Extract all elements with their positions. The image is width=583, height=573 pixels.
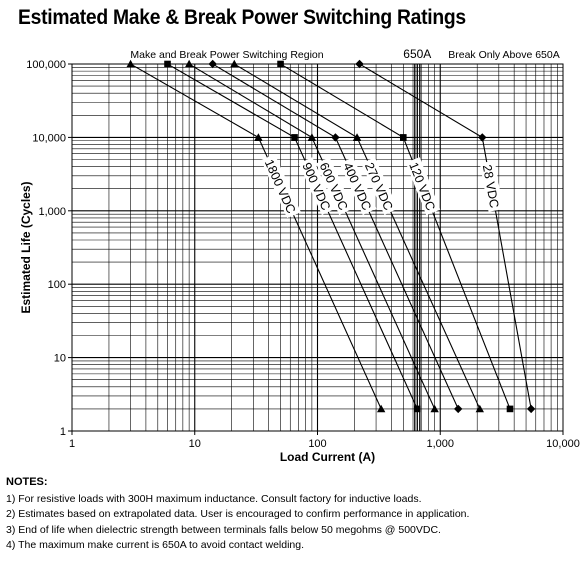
y-tick-label: 100 [48,279,66,291]
x-tick-label: 1,000 [426,438,454,450]
y-tick-label: 10 [54,353,66,365]
data-point-marker [291,134,298,141]
data-point-marker [526,404,536,414]
x-tick-label: 10,000 [546,438,580,450]
region-label: Make and Break Power Switching Region [130,49,323,61]
series-120-vdc: 120 VDC [72,60,514,413]
note-item: 4) The maximum make current is 650A to a… [6,539,305,551]
data-point-marker [478,133,487,142]
series-label-bg [405,157,441,216]
series-label-bg [339,157,377,215]
x-tick-label: 10 [189,438,201,450]
data-point-marker [453,404,463,414]
y-tick-label: 1 [60,426,66,438]
data-point-marker [413,405,421,413]
data-point-marker [254,133,263,141]
data-point-marker [331,133,340,142]
limit-label: 650A [403,47,431,61]
series-1800-vdc: 1800 VDC [72,59,386,413]
y-tick-label: 100,000 [26,59,66,71]
axis-layer [68,63,564,435]
data-point-marker [399,134,407,141]
series-label-bg [361,157,399,215]
break-only-label: Break Only Above 650A [448,49,560,61]
note-item: 1) For resistive loads with 300H maximum… [6,492,422,505]
y-tick-label: 10,000 [32,132,66,144]
data-point-marker [475,404,485,413]
x-axis-label: Load Current (A) [280,450,375,464]
grid-layer [72,64,563,431]
x-tick-label: 100 [308,438,326,450]
series-label: 28 VDC [480,164,502,210]
series-270-vdc: 270 VDC [72,59,485,413]
series-label-group: 120 VDC [405,157,441,216]
series-600-vdc: 600 VDC [72,59,439,413]
series-label-bg [315,157,353,215]
note-item: 2) Estimates based on extrapolated data.… [6,508,470,520]
note-item: 3) End of life when dielectric strength … [6,523,441,536]
series-label-bg [261,153,301,219]
data-point-marker [376,404,386,413]
y-tick-label: 1,000 [38,206,66,218]
y-axis-label: Estimated Life (Cycles) [19,181,33,313]
limit-line-group [414,64,421,431]
data-point-marker [307,133,317,141]
series-label: 120 VDC [406,160,438,212]
series-900-vdc: 900 VDC [72,60,421,413]
notes-section: NOTES: 1) For resistive loads with 300H … [6,475,576,554]
series-label-bg [479,160,504,212]
data-point-marker [506,405,514,413]
data-point-marker [352,133,362,141]
series-label-bg [298,157,336,215]
series-label-group: 28 VDC [479,160,504,212]
notes-heading: NOTES: [6,476,48,488]
x-tick-label: 1 [69,438,75,450]
chart-title: Estimated Make & Break Power Switching R… [18,6,466,29]
data-point-marker [430,404,439,413]
text-layer: Make and Break Power Switching Region 65… [19,47,580,464]
